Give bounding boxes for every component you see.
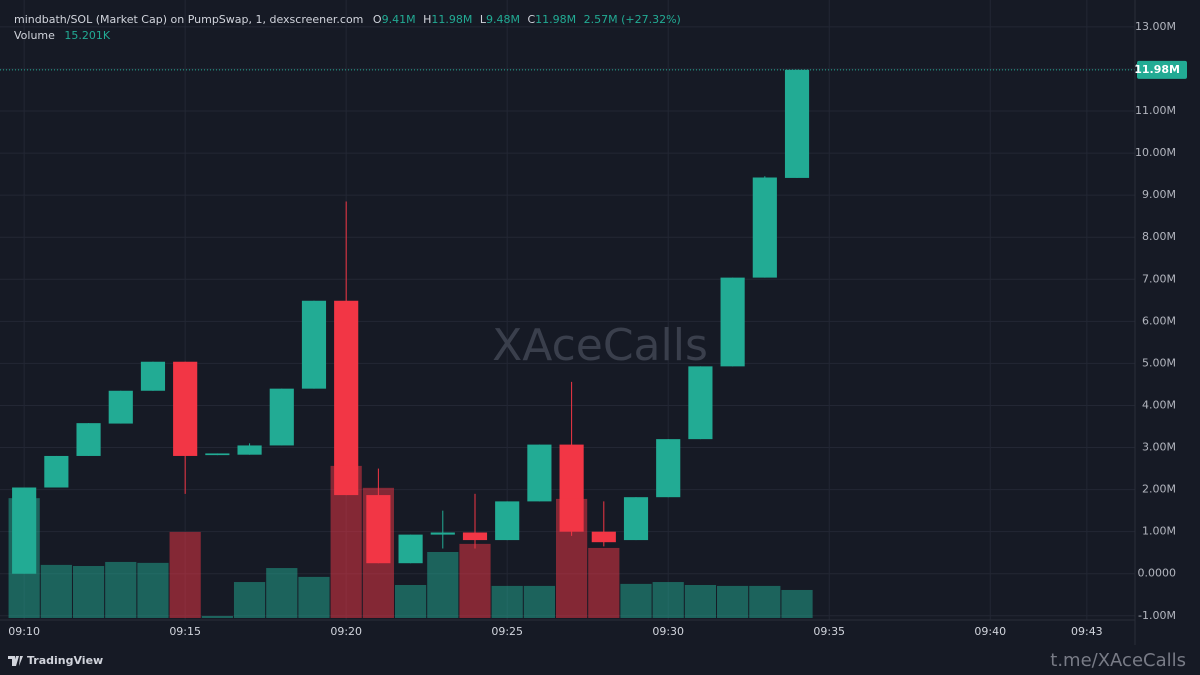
candle-body	[398, 534, 423, 564]
y-tick-label: 3.00M	[1142, 441, 1176, 454]
volume-bar	[427, 551, 459, 618]
logo-icon	[8, 656, 23, 666]
volume-bar	[266, 568, 298, 618]
y-tick-label: 6.00M	[1142, 314, 1176, 327]
volume-header: Volume 15.201K	[14, 29, 111, 42]
candle-body	[720, 277, 745, 367]
last-price-label: 11.98M	[1134, 63, 1180, 76]
candle-body	[752, 177, 777, 278]
header: mindbath/SOL (Market Cap) on PumpSwap, 1…	[14, 13, 681, 42]
open-value: 9.41M	[382, 13, 416, 26]
volume-bar	[684, 584, 717, 618]
footer-link[interactable]: t.me/XAceCalls	[1050, 650, 1186, 671]
candle-body	[140, 361, 166, 391]
l-label: L	[480, 13, 487, 26]
last-price-badge	[1137, 60, 1187, 79]
plot	[0, 69, 1135, 618]
volume-bar	[491, 585, 523, 618]
candle-body	[623, 497, 649, 541]
x-tick-label: 09:25	[491, 625, 523, 638]
volume-bar	[588, 547, 620, 618]
brand: TradingView	[27, 654, 103, 667]
volume-bar	[233, 582, 266, 618]
y-tick-label: 1.00M	[1142, 525, 1176, 538]
volume-bar	[394, 584, 427, 618]
c-label: C	[527, 13, 535, 26]
symbol: mindbath/SOL (Market Cap) on PumpSwap, 1…	[14, 13, 363, 26]
close-value: 11.98M	[535, 13, 576, 26]
x-tick-label: 09:10	[8, 625, 40, 638]
volume-bar	[523, 585, 556, 618]
candle-body	[108, 390, 133, 424]
y-tick-label: 2.00M	[1142, 483, 1176, 496]
candle-body	[269, 388, 294, 446]
candle-body	[656, 439, 681, 498]
volume-value: 15.201K	[64, 29, 110, 42]
volume-bar	[362, 487, 394, 618]
low-value: 9.48M	[486, 13, 520, 26]
volume-bar	[137, 562, 169, 618]
x-tick-label: 09:20	[330, 625, 362, 638]
volume-bar	[459, 543, 491, 618]
change-value: 2.57M (+27.32%)	[584, 13, 681, 26]
y-tick-label: 9.00M	[1142, 188, 1176, 201]
volume-bar	[717, 585, 749, 618]
watermark: XAceCalls	[492, 320, 708, 371]
volume-bar	[40, 564, 72, 618]
volume-bar	[169, 531, 201, 618]
o-label: O	[373, 13, 382, 26]
x-tick-label: 09:43	[1071, 625, 1103, 638]
volume-bar	[781, 589, 813, 618]
candle-body	[784, 69, 810, 178]
h-label: H	[423, 13, 431, 26]
volume-bar	[8, 498, 40, 618]
candle-body	[591, 531, 616, 543]
x-tick-label: 09:40	[974, 625, 1006, 638]
volume-bar	[556, 498, 588, 618]
tradingview-logo: TradingView	[8, 654, 103, 667]
candle-body	[430, 532, 455, 535]
candle-body	[334, 300, 359, 496]
high-value: 11.98M	[431, 13, 472, 26]
volume-title: Volume	[14, 29, 55, 42]
y-tick-label: 11.00M	[1135, 104, 1176, 117]
y-tick-label: 7.00M	[1142, 272, 1176, 285]
candle-body	[205, 453, 230, 456]
axes: 13.00M12.00M11.00M10.00M9.00M8.00M7.00M6…	[8, 20, 1187, 638]
x-tick-label: 09:30	[652, 625, 684, 638]
y-tick-label: 4.00M	[1142, 398, 1176, 411]
candle-body	[688, 366, 713, 440]
y-tick-label: -1.00M	[1138, 609, 1176, 622]
y-tick-label: 0.0000	[1138, 567, 1177, 580]
volume-bar	[652, 582, 684, 618]
candle-body	[237, 445, 262, 455]
candle-body	[301, 300, 327, 389]
candle-body	[76, 423, 101, 456]
candle-body	[527, 444, 552, 502]
volume-bar	[105, 561, 137, 618]
header-line: mindbath/SOL (Market Cap) on PumpSwap, 1…	[14, 13, 681, 26]
y-tick-label: 13.00M	[1135, 20, 1176, 33]
candle-body	[462, 532, 488, 541]
y-tick-label: 10.00M	[1135, 146, 1176, 159]
candle-body	[44, 455, 69, 488]
volume-bar	[620, 583, 652, 618]
footer-bar	[0, 646, 1200, 675]
volume-bar	[72, 566, 105, 618]
volume-bar	[201, 615, 233, 618]
volume-bar	[330, 465, 362, 618]
volume-bar	[298, 576, 330, 618]
x-tick-label: 09:35	[813, 625, 845, 638]
y-tick-label: 5.00M	[1142, 356, 1176, 369]
candle-body	[173, 361, 198, 456]
y-tick-label: 8.00M	[1142, 230, 1176, 243]
x-tick-label: 09:15	[169, 625, 201, 638]
volume-bar	[749, 585, 781, 618]
candle-body	[495, 501, 520, 541]
